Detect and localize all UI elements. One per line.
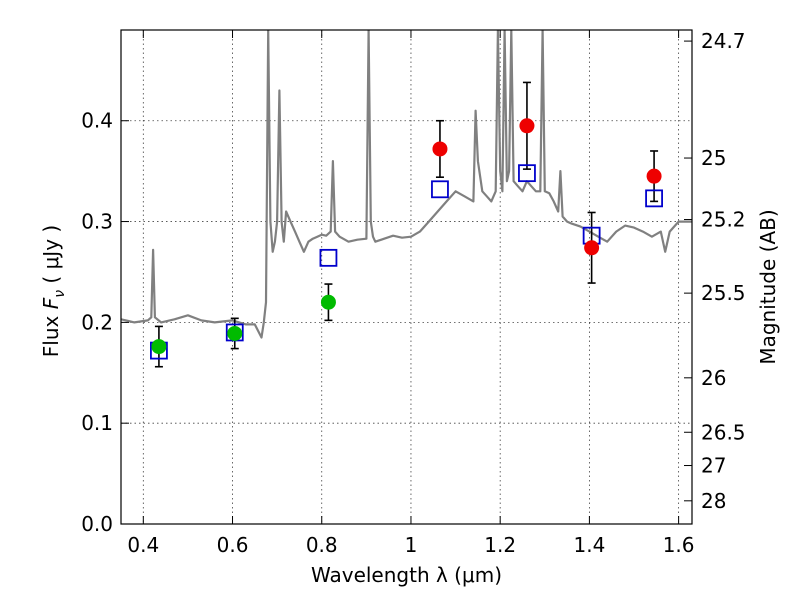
red-data-point <box>432 141 448 157</box>
y2-axis-label: Magnitude (AB) <box>756 209 780 364</box>
y-axis-label: Flux Fν ( μJy ) <box>39 225 68 357</box>
red-data-point <box>519 118 535 134</box>
y2-tick-label: 26.5 <box>701 420 746 444</box>
model-square <box>319 248 338 267</box>
y2-tick-label: 25.5 <box>701 281 746 305</box>
y2-tick-label: 26 <box>701 366 726 390</box>
x-tick-label: 0.6 <box>217 533 249 557</box>
spectrum-layer <box>121 30 692 339</box>
y2-tick-label: 25 <box>701 146 726 170</box>
green-data-point <box>151 339 167 355</box>
y-tick-label: 0.2 <box>81 310 113 334</box>
axis-ticks: 0.4 0.6 0.8 1 1.2 1.4 1.6 0.0 0.1 0.2 0.3 0.4 24.7 25… <box>81 29 745 557</box>
grid-lines <box>121 30 692 525</box>
x-tick-label: 0.4 <box>127 533 159 557</box>
y-axis-label-symbol: F <box>39 297 63 309</box>
green-data-point <box>227 325 243 341</box>
x-tick-label: 1.2 <box>484 533 516 557</box>
x-axis-label: Wavelength λ (μm) <box>311 563 502 587</box>
y2-tick-label: 27 <box>701 454 726 478</box>
plot-frame <box>120 29 693 525</box>
model-square <box>645 189 663 208</box>
x-tick-label: 1.4 <box>573 533 605 557</box>
y2-tick-label: 25.2 <box>701 208 746 232</box>
data-points <box>150 118 663 360</box>
y2-tick-label: 28 <box>701 489 726 513</box>
y-tick-label: 0.4 <box>81 109 113 133</box>
x-tick-label: 0.8 <box>306 533 338 557</box>
y-tick-label: 0.0 <box>81 512 113 536</box>
y-axis-label-prefix: Flux <box>39 309 63 357</box>
y-axis-label-subscript: ν <box>52 290 68 298</box>
model-square <box>518 164 536 183</box>
x-tick-label: 1 <box>405 533 418 557</box>
y-tick-label: 0.1 <box>81 411 113 435</box>
y2-tick-label: 24.7 <box>701 29 746 53</box>
spectrum-line <box>121 30 692 339</box>
red-data-point <box>584 240 600 256</box>
y-axis-label-unit: ( μJy ) <box>39 225 63 290</box>
model-square <box>431 180 449 199</box>
x-tick-label: 1.6 <box>663 533 695 557</box>
green-data-point <box>320 294 336 310</box>
y-tick-label: 0.3 <box>81 210 113 234</box>
red-data-point <box>646 168 662 184</box>
